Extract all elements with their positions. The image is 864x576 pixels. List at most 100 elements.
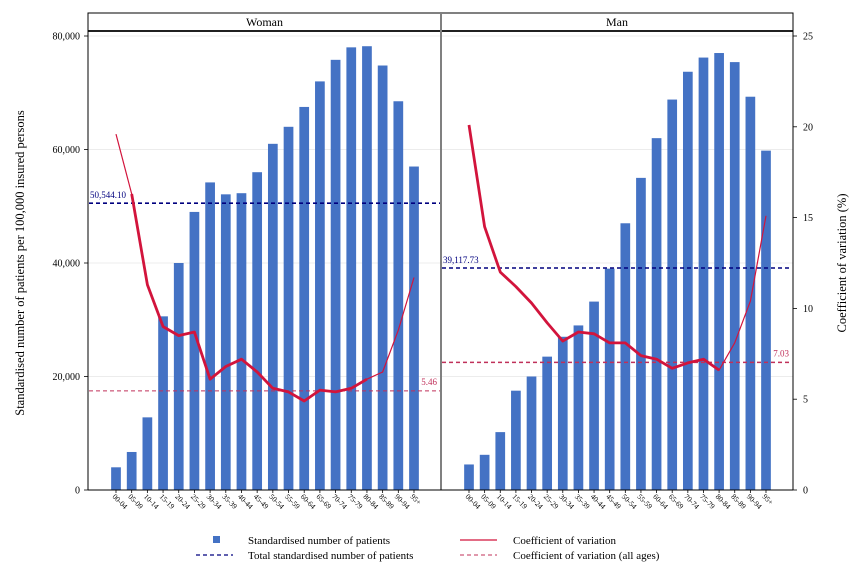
- x-tick-label: 60-64: [651, 492, 670, 511]
- x-tick-label: 90-94: [393, 492, 412, 511]
- bar-man-25-29: [542, 356, 553, 490]
- bar-man-45-49: [604, 268, 615, 490]
- x-tick-label: 25-29: [189, 492, 208, 511]
- x-tick-label: 15-19: [510, 492, 529, 511]
- cv-line-thick-woman: [130, 193, 368, 403]
- bar-woman-40-44: [236, 193, 247, 490]
- legend-bars-label: Standardised number of patients: [248, 535, 390, 547]
- legend-cv-all-label: Coefficient of variation (all ages): [513, 550, 660, 562]
- bar-woman-55-59: [283, 126, 294, 491]
- x-tick-label: 00-04: [111, 492, 130, 511]
- bars: [111, 46, 771, 491]
- bar-woman-15-19: [158, 316, 168, 490]
- x-tick-label: 45-49: [604, 492, 623, 511]
- y-axis-right: 0 5 10 15 20 25: [793, 32, 813, 497]
- x-tick-label: 80-84: [714, 492, 733, 511]
- x-tick-label: 30-34: [205, 492, 224, 511]
- bar-man-40-44: [589, 301, 599, 490]
- legend-cv-label: Coefficient of variation: [513, 535, 617, 547]
- x-tick-label: 75-79: [698, 492, 717, 511]
- bar-man-60-64: [651, 138, 662, 490]
- y2-tick-label: 10: [803, 304, 813, 315]
- x-tick-label: 90-94: [745, 492, 764, 511]
- x-tick-label: 20-24: [173, 492, 192, 511]
- x-tick-label: 85-89: [377, 492, 396, 511]
- x-tick-label: 00-04: [464, 492, 483, 511]
- x-tick-label: 55-59: [635, 492, 654, 511]
- x-tick-label: 20-24: [526, 492, 545, 511]
- x-tick-label: 65-69: [314, 492, 333, 511]
- x-tick-label: 15-19: [158, 492, 177, 511]
- legend-bar-swatch: [213, 536, 220, 543]
- bar-woman-90-94: [393, 101, 404, 490]
- total-label-woman: 50,544.10: [90, 190, 127, 200]
- y-tick-label: 0: [75, 486, 80, 497]
- bar-woman-20-24: [173, 263, 184, 490]
- panel-title-man: Man: [606, 15, 628, 29]
- y-tick-label: 40,000: [53, 259, 81, 270]
- x-tick-label: 05-09: [126, 492, 145, 511]
- y2-tick-label: 5: [803, 395, 808, 406]
- bar-man-95+: [761, 150, 771, 490]
- bar-man-65-69: [667, 99, 678, 490]
- bar-woman-30-34: [205, 182, 215, 491]
- y2-tick-label: 0: [803, 486, 808, 497]
- bar-man-80-84: [714, 53, 724, 491]
- bar-man-30-34: [557, 336, 568, 490]
- bar-man-05-09: [479, 454, 490, 490]
- bar-woman-85-89: [377, 65, 388, 490]
- bar-man-15-19: [511, 390, 521, 490]
- cv-lines: [115, 124, 767, 403]
- x-tick-label: 85-89: [729, 492, 748, 511]
- panel-title-woman: Woman: [246, 15, 283, 29]
- bar-man-35-39: [573, 325, 584, 490]
- bar-man-90-94: [745, 96, 756, 490]
- cv-all-label-man: 7.03: [773, 348, 789, 358]
- bar-man-20-24: [526, 376, 537, 490]
- x-tick-label: 30-34: [557, 492, 576, 511]
- bar-man-55-59: [636, 177, 646, 490]
- x-tick-label: 50-54: [267, 492, 286, 511]
- plot-frame: Woman Man: [87, 12, 794, 491]
- cv-all-label-woman: 5.46: [421, 377, 437, 387]
- bar-woman-05-09: [126, 451, 137, 490]
- bar-man-10-14: [495, 432, 506, 490]
- bar-man-75-79: [698, 57, 709, 490]
- x-tick-label: 10-14: [495, 492, 514, 511]
- bar-woman-80-84: [362, 46, 372, 491]
- y2-tick-label: 15: [803, 213, 813, 224]
- x-axis: 00-0405-0910-1415-1920-2425-2930-3435-39…: [111, 490, 775, 511]
- y-tick-label: 20,000: [53, 372, 81, 383]
- bar-woman-10-14: [142, 417, 153, 490]
- x-tick-label: 45-49: [252, 492, 271, 511]
- x-tick-label: 55-59: [283, 492, 302, 511]
- bar-woman-50-54: [267, 143, 278, 490]
- bar-woman-95+: [409, 166, 419, 490]
- x-tick-label: 10-14: [142, 492, 161, 511]
- x-tick-label: 80-84: [361, 492, 380, 511]
- x-tick-label: 65-69: [667, 492, 686, 511]
- y-tick-label: 60,000: [53, 145, 81, 156]
- x-tick-label: 50-54: [620, 492, 639, 511]
- bar-man-70-74: [682, 71, 693, 490]
- x-tick-label: 70-74: [682, 492, 701, 511]
- bar-woman-65-69: [315, 81, 325, 491]
- bar-man-50-54: [620, 223, 631, 490]
- y2-tick-label: 20: [803, 122, 813, 133]
- bar-woman-25-29: [189, 211, 200, 491]
- x-tick-label: 40-44: [236, 492, 255, 511]
- x-tick-label: 35-39: [573, 492, 592, 511]
- legend: Standardised number of patients Coeffici…: [196, 535, 660, 562]
- bar-man-85-89: [729, 62, 740, 490]
- x-tick-label: 35-39: [220, 492, 239, 511]
- bar-woman-60-64: [299, 106, 310, 490]
- y-tick-label: 80,000: [53, 32, 81, 43]
- x-tick-label: 40-44: [589, 492, 608, 511]
- legend-total-label: Total standardised number of patients: [248, 550, 413, 562]
- y-axis-left: 0 20,000 40,000 60,000 80,000: [53, 32, 88, 497]
- x-tick-label: 60-64: [299, 492, 318, 511]
- bar-woman-00-04: [111, 467, 121, 490]
- y-axis-title: Standardised number of patients per 100,…: [13, 110, 27, 416]
- x-tick-label: 25-29: [542, 492, 561, 511]
